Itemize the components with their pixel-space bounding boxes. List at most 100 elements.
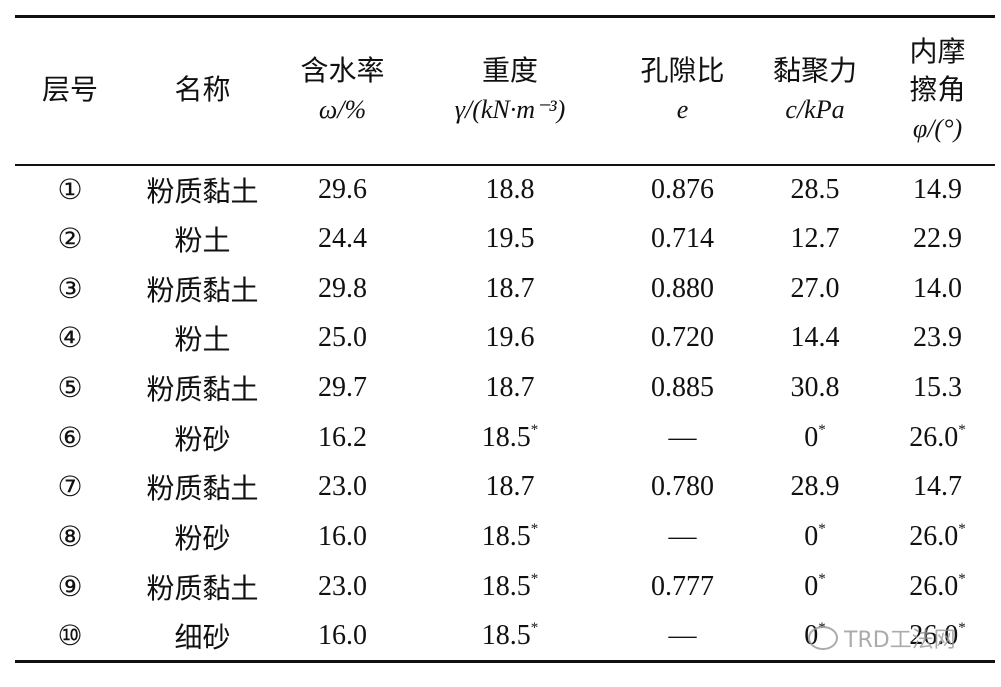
table-row: ⑩ 细砂 16.0 18.5* —0* 26.0*: [15, 612, 995, 662]
cell-note-mark: *: [530, 421, 539, 438]
cell-value: 0.720: [651, 322, 714, 354]
table-cell: 粉土: [125, 214, 280, 264]
table-cell: 18.5*: [405, 413, 615, 463]
table-cell: ⑨: [15, 562, 125, 612]
cell-value: ⑧: [57, 522, 83, 554]
table-cell: 0.714: [615, 214, 750, 264]
table-cell: 0.780: [615, 463, 750, 513]
cell-value: 细砂: [174, 622, 231, 654]
cell-value: 19.6: [485, 322, 535, 354]
cell-value: 18.5: [481, 619, 531, 651]
cell-value: —: [668, 421, 697, 453]
cell-value: ②: [57, 224, 83, 256]
cell-value: 18.7: [485, 372, 535, 404]
cell-value: 18.7: [485, 272, 535, 304]
table-cell: 0.720: [615, 314, 750, 364]
cell-value: 16.2: [318, 421, 367, 453]
table-cell: —: [615, 512, 750, 562]
cell-value: 23.0: [318, 471, 367, 503]
column-header: 重度 γ/(kN·m⁻³): [405, 16, 615, 166]
table-row: ⑨ 粉质黏土 23.0 18.5* 0.777 0* 26.0*: [15, 562, 995, 612]
table-cell: 粉质黏土: [125, 264, 280, 314]
table-cell: 26.0*: [880, 512, 995, 562]
cell-value: 18.8: [485, 173, 535, 205]
cell-value: 0.876: [651, 173, 714, 205]
column-header: 黏聚力 c/kPa: [750, 16, 880, 166]
table-cell: 25.0: [280, 314, 405, 364]
column-name: 名称: [174, 74, 231, 106]
column-header: 孔隙比 e: [615, 16, 750, 166]
table-row: ⑧ 粉砂 16.0 18.5* — 0* 26.0*: [15, 512, 995, 562]
cell-value: 粉土: [174, 325, 231, 357]
table-cell: 27.0: [750, 264, 880, 314]
cell-value: 15.3: [913, 372, 962, 404]
cell-value: ①: [57, 174, 83, 206]
table-cell: —: [615, 413, 750, 463]
column-name: 重度: [481, 55, 538, 87]
table-cell: 29.6: [280, 165, 405, 215]
table-cell: 14.0: [880, 264, 995, 314]
table-cell: 18.5*: [405, 512, 615, 562]
cell-value: 14.9: [913, 173, 962, 205]
table-cell: 粉质黏土: [125, 463, 280, 513]
column-header: 内摩擦角 φ/(°): [880, 16, 995, 166]
table-cell: 0.885: [615, 363, 750, 413]
cell-value: ③: [57, 273, 83, 305]
cell-value: 0.777: [651, 570, 714, 602]
table-cell: 粉砂: [125, 512, 280, 562]
table-cell: 粉土: [125, 314, 280, 364]
table-cell: 0*: [750, 413, 880, 463]
cell-value: 16.0: [318, 521, 367, 553]
table-cell: 粉砂: [125, 413, 280, 463]
cell-value: 0.780: [651, 471, 714, 503]
cell-value: 0.885: [651, 372, 714, 404]
table-cell: ④: [15, 314, 125, 364]
cell-value: 27.0: [790, 272, 840, 304]
table-cell: 14.7: [880, 463, 995, 513]
table-cell: 19.5: [405, 214, 615, 264]
column-name: 内摩擦角: [909, 36, 966, 106]
table-cell: ⑤: [15, 363, 125, 413]
cell-value: 粉质黏土: [146, 573, 259, 605]
table-cell: 16.0: [280, 512, 405, 562]
table-cell: 18.7: [405, 463, 615, 513]
table-cell: ③: [15, 264, 125, 314]
cell-note-mark: *: [818, 421, 826, 438]
table-cell: 26.0*: [880, 562, 995, 612]
cell-note-mark: *: [530, 570, 539, 587]
table-cell: 28.5: [750, 165, 880, 215]
cell-value: ⑤: [57, 373, 83, 405]
table-cell: 23.9: [880, 314, 995, 364]
cell-value: 16.0: [318, 619, 367, 651]
table-cell: 28.9: [750, 463, 880, 513]
cell-value: 粉土: [174, 226, 231, 258]
cell-value: 19.5: [485, 223, 535, 255]
cell-note-mark: *: [958, 421, 966, 438]
table-cell: 23.0: [280, 463, 405, 513]
cell-value: 23.9: [913, 322, 962, 354]
table-cell: 16.2: [280, 413, 405, 463]
cell-note-mark: *: [818, 521, 826, 538]
table-cell: —: [615, 612, 750, 662]
table-cell: 26.0*: [880, 612, 995, 662]
table-row: ⑥ 粉砂 16.2 18.5* —0* 26.0*: [15, 413, 995, 463]
table-header: 层号 名称 含水率 ω/% 重度 γ/(kN·m⁻³) 孔隙比 e 黏聚力 c/kPa 内摩擦角 φ/…: [15, 16, 995, 166]
data-table: 层号 名称 含水率 ω/% 重度 γ/(kN·m⁻³) 孔隙比 e 黏聚力 c/kPa 内摩擦角 φ/…: [15, 15, 995, 663]
watermark-text: TRD工法网: [844, 628, 956, 653]
cell-value: 18.5: [481, 570, 531, 602]
cell-value: 24.4: [318, 223, 367, 255]
cell-value: 26.0: [909, 421, 959, 453]
cell-note-mark: *: [818, 570, 826, 587]
cell-value: 14.0: [913, 272, 962, 304]
cell-value: 18.5: [481, 421, 531, 453]
cell-value: 0: [804, 521, 819, 553]
table-row: ⑦ 粉质黏土 23.0 18.7 0.780 28.9 14.7: [15, 463, 995, 513]
column-unit: c/kPa: [785, 94, 845, 124]
table-cell: 29.7: [280, 363, 405, 413]
cell-value: 29.8: [318, 272, 367, 304]
cell-value: ⑨: [57, 571, 83, 603]
table-cell: 18.7: [405, 264, 615, 314]
cell-value: 粉质黏土: [146, 474, 259, 506]
table-cell: 29.8: [280, 264, 405, 314]
